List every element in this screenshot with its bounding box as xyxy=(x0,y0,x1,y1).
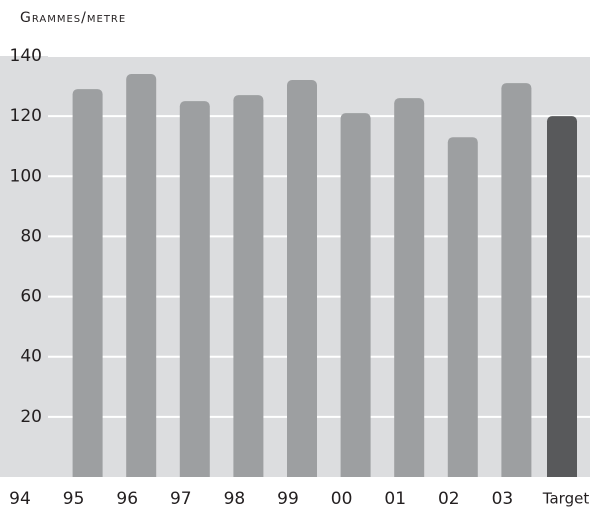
x-tick-label: 00 xyxy=(331,489,353,509)
y-tick-label: 120 xyxy=(10,106,42,126)
x-tick-label: 96 xyxy=(116,489,138,509)
x-tick-label: 98 xyxy=(224,489,246,509)
y-tick-label: 60 xyxy=(20,287,42,307)
x-tick-label: 94 xyxy=(9,489,31,509)
bar xyxy=(179,101,210,483)
bar xyxy=(72,89,103,483)
y-tick-label: 20 xyxy=(20,407,42,427)
bar xyxy=(233,95,264,483)
baseline-cover xyxy=(0,477,600,487)
y-tick-label: 40 xyxy=(20,347,42,367)
x-tick-label: 99 xyxy=(277,489,299,509)
y-tick-label: 80 xyxy=(20,226,42,246)
bar xyxy=(547,116,577,484)
x-tick-label: 01 xyxy=(384,489,406,509)
x-tick-label: 03 xyxy=(492,489,514,509)
bar xyxy=(126,74,157,484)
bar xyxy=(447,137,478,483)
y-tick-label: 140 xyxy=(10,46,42,66)
x-tick-label: Target xyxy=(542,490,590,508)
y-tick-label: 100 xyxy=(10,166,42,186)
bar xyxy=(340,113,371,483)
axis-label: Grammes/metre xyxy=(20,10,126,26)
x-tick-label: 02 xyxy=(438,489,460,509)
x-tick-label: 95 xyxy=(63,489,85,509)
bar xyxy=(394,98,425,483)
bar xyxy=(501,83,532,484)
bar xyxy=(287,80,317,484)
x-tick-label: 97 xyxy=(170,489,192,509)
